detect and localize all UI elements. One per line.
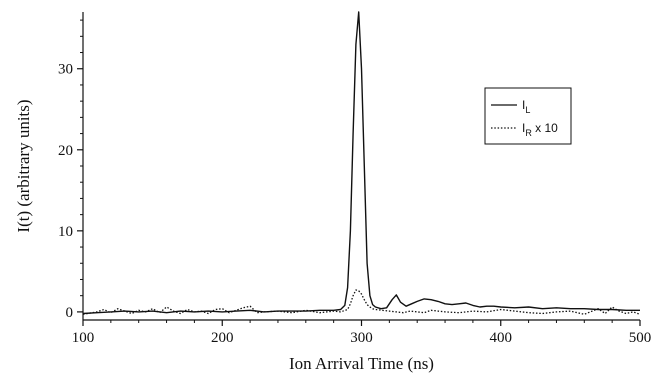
legend-label-main: I	[522, 121, 525, 135]
legend-label: IL	[522, 98, 530, 115]
x-tick-label: 500	[629, 330, 652, 346]
x-axis-title: Ion Arrival Time (ns)	[289, 354, 434, 373]
y-axis-title: I(t) (arbitrary units)	[14, 99, 33, 232]
legend-label-subscript: R	[525, 128, 532, 138]
y-tick-label: 0	[66, 305, 74, 321]
legend-label-suffix: x 10	[532, 121, 558, 135]
legend-label-subscript: L	[525, 105, 530, 115]
series-ir-line	[82, 289, 641, 315]
series-il-line	[82, 11, 640, 315]
y-tick-label: 10	[58, 224, 73, 240]
x-tick-label: 100	[72, 330, 95, 346]
x-tick-label: 400	[490, 330, 513, 346]
y-tick-label: 30	[58, 62, 73, 78]
legend-label: IR x 10	[522, 121, 558, 138]
legend-box	[484, 87, 572, 145]
x-tick-label: 200	[211, 330, 234, 346]
x-tick-label: 300	[350, 330, 373, 346]
legend-label-main: I	[522, 98, 525, 112]
y-tick-label: 20	[58, 143, 73, 159]
